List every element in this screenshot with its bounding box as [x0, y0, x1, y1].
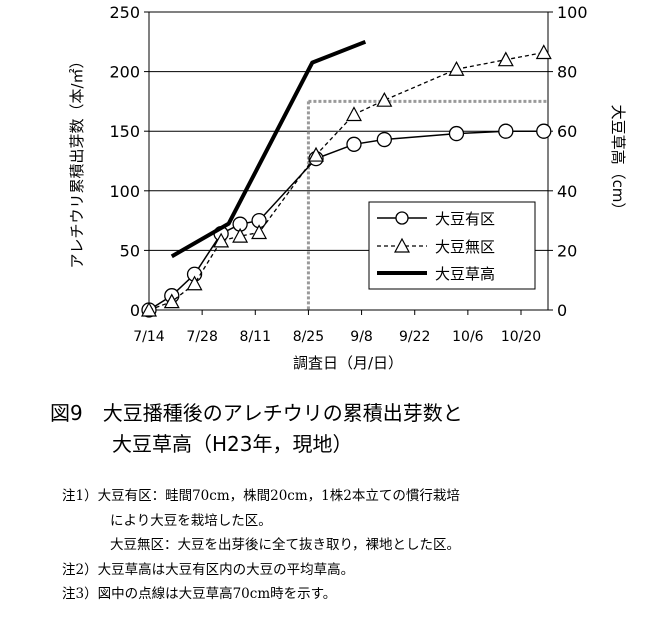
legend-label-soy-present: 大豆有区: [435, 210, 495, 228]
plot-frame: [148, 11, 549, 311]
left-tick-label-50: 50: [120, 241, 140, 260]
note-1-soy-absent: 大豆無区：大豆を出芽後に全て抜き取り，裸地とした区。: [110, 537, 461, 553]
point-soy-absent-2: [186, 275, 203, 291]
point-soy-present-7: [346, 136, 362, 152]
right-tick-label-20: 20: [557, 241, 577, 260]
point-soy-absent-0: [140, 301, 158, 317]
note-1-continued: により大豆を栽培した区。: [110, 512, 272, 529]
x-tick-label-8/11: 8/11: [240, 329, 271, 345]
right-axis: 0 20 40 60 80 100: [548, 3, 588, 320]
point-soy-absent-1: [163, 293, 180, 309]
note-3: 注3）図中の点線は大豆草高70cm時を示す。: [62, 586, 337, 602]
left-axis-label: アレチウリ累積出芽数（本/㎡）: [68, 53, 86, 268]
right-tick-label-0: 0: [557, 301, 567, 320]
right-tick-label-100: 100: [557, 3, 588, 22]
right-tick-label-80: 80: [557, 63, 577, 82]
x-tick-label-9/22: 9/22: [399, 329, 430, 345]
right-tick-label-60: 60: [557, 122, 577, 141]
point-soy-absent-11: [535, 44, 552, 60]
point-soy-absent-9: [448, 60, 465, 76]
chart: 0 50 100 150 200 250 0 20 40 60 80 100 7/14 7/28 8/1…: [68, 3, 627, 372]
note-1: 注1）大豆有区：畦間70cm，株間20cm，1株2本立ての慣行栽培: [62, 488, 460, 504]
caption-line-1: 図9 大豆播種後のアレチウリの累積出芽数と: [50, 401, 463, 425]
caption-line-2: 大豆草高（H23年，現地）: [112, 432, 353, 456]
note-2: 注2）大豆草高は大豆有区内の大豆の平均草高。: [62, 561, 355, 578]
x-tick-label-8/25: 8/25: [293, 329, 324, 345]
left-tick-label-200: 200: [109, 63, 140, 82]
point-soy-absent-5: [251, 224, 268, 240]
left-tick-label-0: 0: [130, 301, 140, 320]
notes: 注1）大豆有区：畦間70cm，株間20cm，1株2本立ての慣行栽培 により大豆を…: [62, 484, 460, 607]
x-tick-label-10/20: 10/20: [501, 329, 541, 345]
series-line-soy-height: [170, 39, 367, 259]
x-tick-label-9/8: 9/8: [350, 329, 373, 345]
left-axis: 0 50 100 150 200 250: [109, 3, 149, 320]
x-tick-label-7/28: 7/28: [186, 329, 217, 345]
legend: 大豆有区 大豆無区 大豆草高: [368, 201, 536, 290]
point-soy-present-8: [376, 131, 392, 148]
left-tick-label-250: 250: [109, 3, 140, 22]
x-axis-label: 調査日（月/日）: [293, 354, 403, 372]
point-soy-absent-8: [376, 91, 393, 107]
point-soy-present-10: [498, 123, 514, 139]
left-tick-label-100: 100: [109, 182, 140, 201]
point-soy-absent-7: [345, 106, 362, 122]
x-tick-label-10/6: 10/6: [452, 329, 484, 345]
point-soy-absent-3: [213, 232, 230, 248]
legend-label-soy-height: 大豆草高: [435, 265, 495, 283]
x-axis: 7/14 7/28 8/11 8/25 9/8 9/22 10/6 10/20: [133, 310, 541, 345]
point-soy-present-9: [448, 125, 465, 142]
x-tick-label-7/14: 7/14: [133, 329, 165, 345]
point-soy-absent-6: [308, 146, 325, 162]
series-line-soy-absent: [148, 51, 544, 311]
point-soy-present-11: [536, 123, 552, 139]
right-tick-label-40: 40: [557, 182, 577, 201]
point-soy-absent-4: [232, 227, 249, 243]
right-axis-label: 大豆草高（cm）: [609, 105, 627, 218]
point-soy-absent-10: [497, 51, 514, 67]
legend-marker-soy-absent: [393, 237, 411, 253]
left-tick-label-150: 150: [109, 122, 140, 141]
series-group: [140, 39, 552, 318]
legend-label-soy-absent: 大豆無区: [435, 238, 495, 256]
figure-caption: 図9 大豆播種後のアレチウリの累積出芽数と 大豆草高（H23年，現地）: [50, 398, 463, 460]
legend-marker-soy-present: [395, 211, 409, 225]
